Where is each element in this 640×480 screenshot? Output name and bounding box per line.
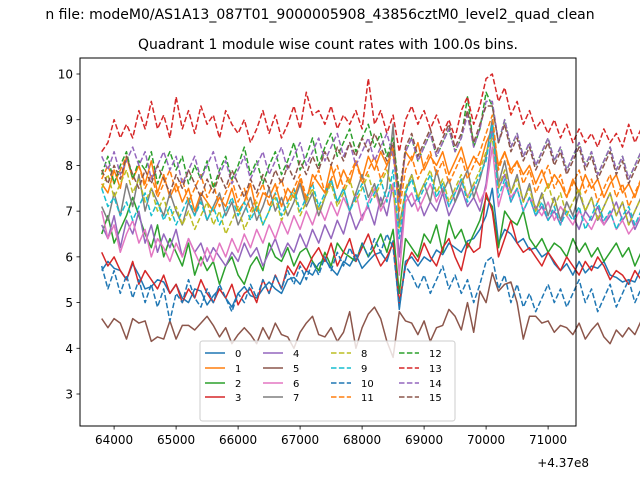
series-line-15 bbox=[101, 105, 640, 199]
x-tick-label: 67000 bbox=[281, 433, 319, 447]
x-tick-label: 70000 bbox=[467, 433, 505, 447]
x-tick-label: 69000 bbox=[405, 433, 443, 447]
legend-label-2: 2 bbox=[235, 379, 241, 390]
series-line-5 bbox=[101, 272, 640, 359]
legend-label-7: 7 bbox=[293, 393, 299, 404]
legend-label-5: 5 bbox=[293, 364, 299, 375]
legend-label-9: 9 bbox=[361, 364, 367, 375]
legend-label-14: 14 bbox=[429, 379, 442, 390]
legend-label-11: 11 bbox=[361, 393, 374, 404]
y-tick-label: 7 bbox=[65, 205, 73, 219]
x-axis: 64000 65000 66000 67000 68000 69000 70000 71000 bbox=[95, 426, 567, 447]
x-tick-label: 71000 bbox=[529, 433, 567, 447]
x-offset-label: +4.37e8 bbox=[537, 456, 589, 470]
y-tick-label: 6 bbox=[65, 250, 73, 264]
series-line-6 bbox=[100, 146, 640, 276]
legend-label-8: 8 bbox=[361, 349, 367, 360]
y-axis: 3 4 5 6 7 8 9 10 bbox=[58, 68, 80, 402]
legend-label-15: 15 bbox=[429, 393, 442, 404]
series-line-11 bbox=[101, 114, 640, 212]
legend-label-12: 12 bbox=[429, 349, 442, 360]
y-tick-label: 3 bbox=[65, 388, 73, 402]
legend-label-4: 4 bbox=[293, 349, 299, 360]
series-line-14 bbox=[101, 100, 640, 203]
legend-label-10: 10 bbox=[361, 379, 374, 390]
y-tick-label: 9 bbox=[65, 113, 73, 127]
y-tick-label: 5 bbox=[65, 296, 73, 310]
legend-label-6: 6 bbox=[293, 379, 299, 390]
y-tick-label: 8 bbox=[65, 159, 73, 173]
series-line-2 bbox=[100, 196, 640, 295]
x-tick-label: 65000 bbox=[157, 433, 195, 447]
series-line-9 bbox=[100, 123, 640, 240]
y-tick-label: 10 bbox=[58, 68, 73, 82]
series-line-1 bbox=[101, 128, 640, 212]
series-line-13 bbox=[101, 73, 640, 153]
figure-suptitle: n file: modeM0/AS1A13_087T01_9000005908_… bbox=[45, 7, 594, 23]
x-tick-label: 66000 bbox=[219, 433, 257, 447]
series-line-10 bbox=[100, 233, 640, 322]
legend-label-1: 1 bbox=[235, 364, 241, 375]
y-tick-label: 4 bbox=[65, 342, 73, 356]
legend-label-0: 0 bbox=[235, 349, 241, 360]
legend-box bbox=[199, 340, 456, 422]
series-line-0 bbox=[101, 187, 640, 311]
series-line-3 bbox=[101, 192, 640, 306]
series-line-8 bbox=[101, 137, 640, 235]
x-tick-label: 64000 bbox=[95, 433, 133, 447]
plot-area bbox=[79, 57, 640, 427]
axes-frame bbox=[79, 57, 577, 427]
x-tick-label: 68000 bbox=[343, 433, 381, 447]
series-line-4 bbox=[101, 128, 640, 267]
chart-title: Quadrant 1 module wise count rates with … bbox=[138, 37, 518, 53]
legend-label-13: 13 bbox=[429, 364, 442, 375]
series-layer bbox=[100, 73, 640, 359]
legend-label-3: 3 bbox=[235, 393, 241, 404]
